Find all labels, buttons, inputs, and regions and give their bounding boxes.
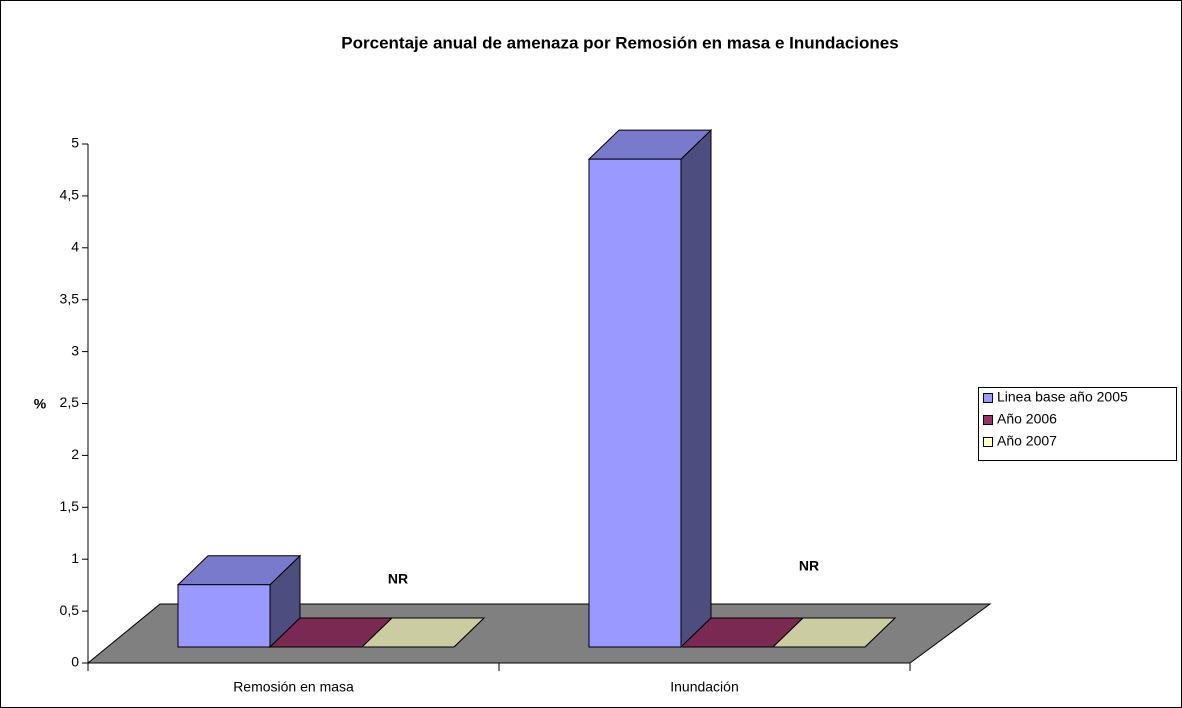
bar-front — [588, 158, 682, 648]
bar-top — [771, 617, 897, 648]
y-tick-label: 3,5 — [60, 290, 80, 306]
y-axis-label: % — [34, 396, 47, 412]
bar — [587, 128, 713, 649]
annotation: NR — [388, 571, 408, 587]
bar — [771, 617, 897, 648]
y-tick-label: 0 — [71, 654, 79, 670]
y-tick-label: 0,5 — [60, 602, 80, 618]
y-tick-label: 1,5 — [60, 498, 80, 514]
legend — [978, 387, 1177, 461]
bar-top — [360, 617, 486, 648]
y-tick-label: 2,5 — [60, 394, 80, 410]
legend-swatch — [983, 437, 993, 447]
bar-front — [177, 584, 271, 648]
legend-label: Linea base año 2005 — [997, 389, 1128, 405]
legend-swatch — [983, 415, 993, 425]
legend-swatch — [983, 393, 993, 403]
x-tick-label: Inundación — [670, 679, 739, 695]
bar-side — [680, 128, 712, 649]
legend-label: Año 2006 — [997, 411, 1057, 427]
y-tick-label: 4 — [71, 239, 79, 255]
bar — [176, 554, 302, 649]
y-tick-label: 1 — [71, 550, 79, 566]
bar — [360, 617, 486, 648]
x-tick-label: Remosión en masa — [233, 679, 354, 695]
annotation: NR — [799, 558, 819, 574]
y-tick-label: 2 — [71, 446, 79, 462]
y-tick-label: 5 — [71, 135, 79, 151]
y-tick-label: 3 — [71, 342, 79, 358]
chart-title: Porcentaje anual de amenaza por Remosión… — [341, 33, 898, 52]
y-tick-label: 4,5 — [60, 187, 80, 203]
legend-label: Año 2007 — [997, 433, 1057, 449]
